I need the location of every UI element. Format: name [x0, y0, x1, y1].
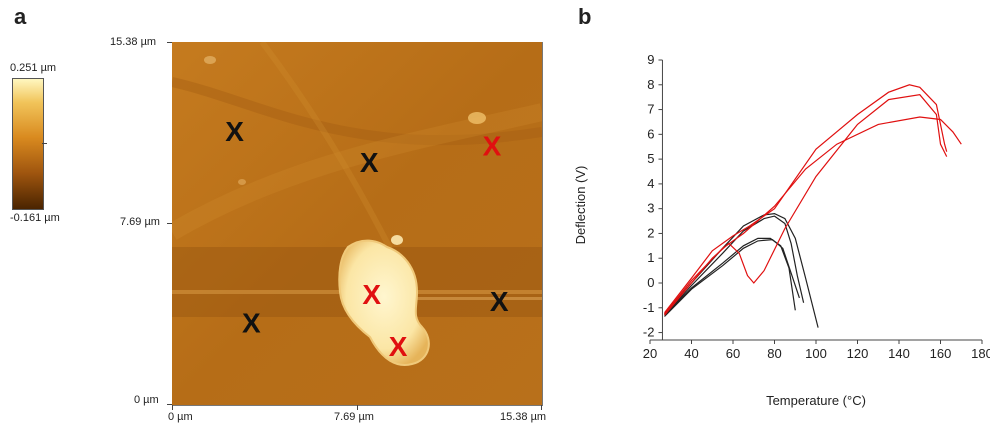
chart-series [664, 84, 962, 328]
height-colorbar [12, 78, 44, 210]
afm-y-tick-mid: 7.69 µm [120, 216, 160, 228]
y-tick-label: 3 [647, 201, 654, 216]
afm-topography-image [172, 42, 543, 406]
deflection-temperature-chart: 20 40 60 80 100 120 140 160 180 -2 -1 0 1 2 3 4 5 6 7 8 9 Te… [573, 52, 990, 408]
x-tick-label: 20 [643, 346, 657, 361]
afm-y-tick-bottom: 0 µm [134, 394, 159, 406]
afm-y-tick-top: 15.38 µm [110, 36, 157, 48]
x-tick-label: 120 [847, 346, 869, 361]
series-line-5 [664, 94, 948, 316]
series-line-7 [664, 116, 962, 315]
y-tick-label: 4 [647, 176, 654, 191]
series-line-3 [664, 237, 796, 316]
afm-marker-7: X [389, 331, 408, 362]
afm-marker-1: X [225, 116, 244, 147]
afm-x-tickmark [172, 405, 173, 410]
series-line-6 [664, 84, 948, 314]
y-axis-label: Deflection (V) [573, 166, 588, 245]
y-tick-label: 2 [647, 225, 654, 240]
x-tick-label: 80 [767, 346, 781, 361]
afm-x-tickmark [541, 405, 542, 410]
afm-x-tick-right: 15.38 µm [500, 411, 547, 423]
colorbar-tick [42, 143, 47, 144]
chart-axes: 20 40 60 80 100 120 140 160 180 -2 -1 0 1 2 3 4 5 6 7 8 9 [643, 52, 990, 361]
y-tick-label: 8 [647, 77, 654, 92]
afm-y-tickmark [167, 223, 172, 224]
x-tick-label: 60 [726, 346, 740, 361]
panel-label-a: a [14, 4, 27, 29]
panel-label-b: b [578, 4, 592, 29]
afm-y-tickmark [167, 404, 172, 405]
afm-marker-6: X [490, 286, 509, 317]
y-tick-label: -2 [643, 325, 655, 340]
x-tick-label: 160 [930, 346, 952, 361]
y-tick-label: 1 [647, 250, 654, 265]
x-tick-label: 140 [888, 346, 910, 361]
y-tick-label: 0 [647, 275, 654, 290]
x-tick-label: 180 [971, 346, 990, 361]
afm-marker-2: X [360, 147, 379, 178]
x-tick-label: 40 [684, 346, 698, 361]
series-line-2 [664, 212, 819, 328]
afm-x-tick-left: 0 µm [168, 411, 193, 423]
y-tick-label: 5 [647, 151, 654, 166]
x-axis-label: Temperature (°C) [766, 393, 866, 408]
series-line-4 [664, 238, 800, 317]
colorbar-max-label: 0.251 µm [10, 62, 57, 74]
y-tick-label: -1 [643, 300, 655, 315]
colorbar-min-label: -0.161 µm [10, 212, 60, 224]
afm-x-tickmark [357, 405, 358, 410]
y-tick-label: 7 [647, 102, 654, 117]
afm-marker-4: X [362, 279, 381, 310]
afm-image-canvas [172, 42, 542, 405]
x-tick-label: 100 [805, 346, 827, 361]
afm-x-tick-mid: 7.69 µm [334, 411, 374, 423]
y-tick-label: 6 [647, 126, 654, 141]
afm-marker-5: X [242, 307, 261, 338]
y-tick-label: 9 [647, 52, 654, 67]
series-line-1 [664, 215, 805, 316]
afm-marker-3: X [483, 130, 502, 161]
afm-y-tickmark [167, 42, 172, 43]
